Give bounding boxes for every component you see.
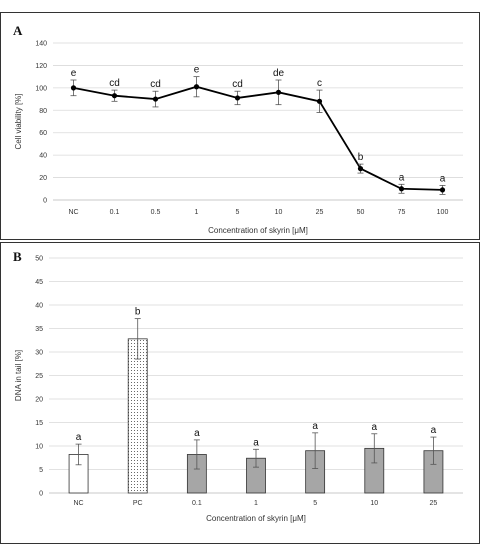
y-tick-label: 35 xyxy=(35,326,43,333)
x-tick-label: 5 xyxy=(313,500,317,507)
significance-letter: e xyxy=(71,68,77,79)
panel-a: A 0 20 40 60 80 100 120 140 NC 0.1 0.5 1 5 10 25 50 75 100… xyxy=(0,12,480,240)
y-tick-label: 40 xyxy=(39,153,47,160)
x-axis-label: Concentration of skyrin [μM] xyxy=(206,514,306,523)
panel-label: B xyxy=(13,249,22,264)
y-tick-label: 0 xyxy=(39,491,43,498)
y-tick-label: 50 xyxy=(35,256,43,263)
data-point xyxy=(111,93,118,99)
x-tick-label: 10 xyxy=(275,209,283,216)
x-tick-label: NC xyxy=(74,500,84,507)
data-point xyxy=(357,166,364,172)
data-point xyxy=(70,85,77,91)
significance-letter: a xyxy=(76,432,82,443)
y-tick-label: 25 xyxy=(35,373,43,380)
x-tick-label: 0.1 xyxy=(110,209,120,216)
y-tick-label: 5 xyxy=(39,467,43,474)
data-point xyxy=(234,95,241,101)
data-point xyxy=(316,98,323,104)
significance-letter: cd xyxy=(109,78,120,89)
data-point xyxy=(439,187,446,193)
y-tick-label: 20 xyxy=(39,175,47,182)
chart-a: A 0 20 40 60 80 100 120 140 NC 0.1 0.5 1 5 10 25 50 75 100… xyxy=(13,23,463,235)
y-tick-label: 40 xyxy=(35,303,43,310)
x-tick-label: 5 xyxy=(236,209,240,216)
significance-letter: cd xyxy=(150,79,161,90)
significance-letter: a xyxy=(372,422,378,433)
y-tick-label: 45 xyxy=(35,279,43,286)
significance-letter: de xyxy=(273,68,285,79)
significance-letter: e xyxy=(194,65,200,76)
x-tick-label: 1 xyxy=(195,209,199,216)
significance-letter: a xyxy=(431,425,437,436)
bar xyxy=(127,338,148,494)
significance-letter: a xyxy=(440,173,446,184)
y-axis-label: Cell viability [%] xyxy=(14,93,23,149)
data-point xyxy=(275,89,282,95)
data-point xyxy=(152,96,159,102)
x-tick-label: 100 xyxy=(437,209,449,216)
x-tick-label: 10 xyxy=(370,500,378,507)
panel-label: A xyxy=(13,23,23,38)
significance-letter: a xyxy=(253,437,259,448)
significance-letter: cd xyxy=(232,79,243,90)
x-tick-label: 25 xyxy=(316,209,324,216)
significance-letter: b xyxy=(135,307,141,318)
x-tick-label: 1 xyxy=(254,500,258,507)
x-tick-label: 0.1 xyxy=(192,500,202,507)
significance-letter: a xyxy=(194,428,200,439)
data-point xyxy=(398,186,405,192)
y-tick-label: 10 xyxy=(35,444,43,451)
x-tick-label: NC xyxy=(68,209,78,216)
significance-letter: c xyxy=(317,78,322,89)
significance-letter: a xyxy=(399,172,405,183)
data-point xyxy=(193,84,200,90)
y-tick-label: 0 xyxy=(43,198,47,205)
y-tick-label: 80 xyxy=(39,108,47,115)
series-line xyxy=(73,85,443,191)
y-tick-label: 120 xyxy=(35,63,47,70)
x-tick-label: PC xyxy=(133,500,143,507)
y-tick-label: 100 xyxy=(35,85,47,92)
x-axis-label: Concentration of skyrin [μM] xyxy=(208,226,308,235)
y-tick-label: 140 xyxy=(35,41,47,48)
x-tick-label: 50 xyxy=(357,209,365,216)
x-tick-label: 0.5 xyxy=(151,209,161,216)
y-tick-label: 30 xyxy=(35,350,43,357)
significance-letter: a xyxy=(312,421,318,432)
panel-b: B 0 5 10 15 20 25 30 35 40 45 50 NC PC 0.1 1 5 10 25 DNA in… xyxy=(0,242,480,544)
significance-letter: b xyxy=(358,152,364,163)
x-tick-label: 25 xyxy=(430,500,438,507)
y-tick-label: 60 xyxy=(39,130,47,137)
y-axis-label: DNA in tail [%] xyxy=(14,350,23,401)
y-tick-label: 20 xyxy=(35,397,43,404)
x-tick-label: 75 xyxy=(398,209,406,216)
y-tick-label: 15 xyxy=(35,420,43,427)
